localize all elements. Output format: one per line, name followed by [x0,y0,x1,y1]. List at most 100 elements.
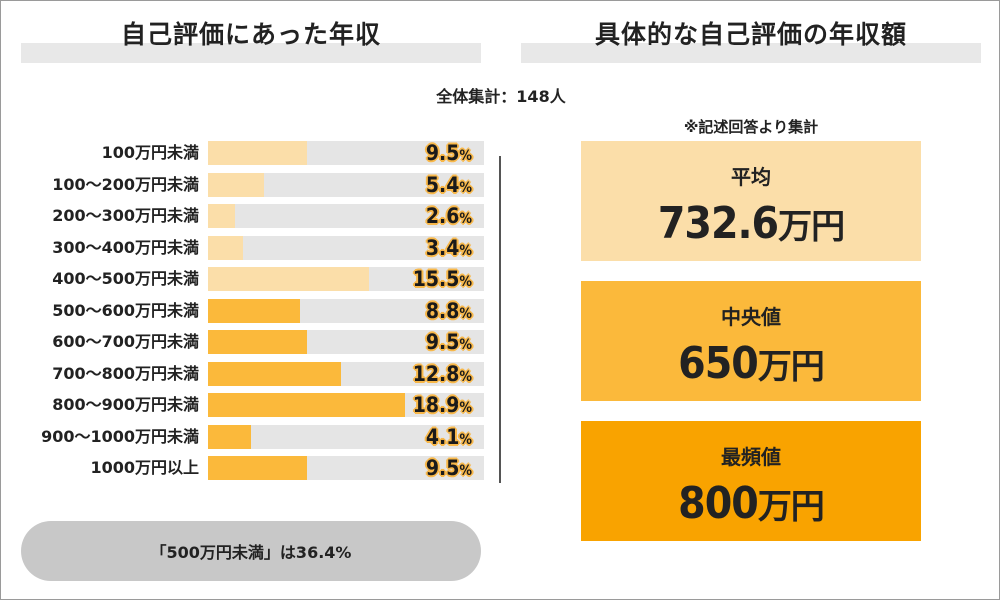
mode-stat-box: 最頻値 800万円 [581,421,921,541]
mean-stat-box: 平均 732.6万円 [581,141,921,261]
bar [208,235,244,260]
value-unit: % [459,337,472,353]
summary-text: 「500万円未満」は36.4% [150,543,352,562]
mean-value: 732.6万円 [657,198,845,249]
mode-unit: 万円 [757,487,825,527]
value-unit: % [459,400,472,416]
value-label: 12.8% [413,361,472,387]
value-label: 9.5% [426,329,472,355]
value-number: 5.4 [425,172,460,197]
chart-row: 700～800万円未満 12.8% [1,361,501,387]
value-unit: % [459,148,472,164]
chart-row: 500～600万円未満 8.8% [1,298,501,324]
value-label: 18.9% [413,392,472,418]
summary-pill: 「500万円未満」は36.4% [21,521,481,581]
bar-track: 9.5% [208,456,484,480]
value-unit: % [459,179,472,196]
value-number: 4.1 [425,424,460,449]
chart-row: 200～300万円未満 2.6% [1,204,501,228]
value-label: 15.5% [413,266,472,292]
category-label: 1000万円以上 [90,458,199,477]
chart-row: 900～1000万円未満 4.1% [1,424,501,450]
value-number: 3.4 [425,235,460,260]
chart-row: 400～500万円未満 15.5% [1,267,501,291]
category-label: 800～900万円未満 [52,395,199,414]
bar [208,267,370,291]
mean-number: 732.6 [657,198,779,249]
value-unit: % [459,368,472,385]
income-bar-chart: 100万円未満 9.5% 100～200万円未満 5.4% 200～300万円未満 2.6… [1,139,501,489]
value-number: 8.8 [425,298,460,323]
category-label: 900～1000万円未満 [41,426,199,446]
category-label: 200～300万円未満 [52,206,199,225]
bar [208,141,307,165]
category-label: 100～200万円未満 [52,174,199,194]
median-number: 650 [678,338,759,389]
left-section-title: 自己評価にあった年収 [21,15,481,63]
chart-row: 300～400万円未満 3.4% [1,235,501,261]
bar [208,393,405,417]
median-value: 650万円 [678,338,825,389]
bar-track: 9.5% [208,141,484,165]
value-number: 12.8 [412,361,460,386]
bar [208,330,307,354]
median-unit: 万円 [757,347,825,387]
value-label: 4.1% [426,424,472,450]
value-number: 18.9 [412,393,460,417]
mode-number: 800 [678,478,759,529]
value-number: 2.6 [425,204,460,228]
median-label: 中央値 [721,305,781,329]
chart-row: 1000万円以上 9.5% [1,456,501,480]
value-number: 9.5 [425,330,460,354]
chart-row: 100万円未満 9.5% [1,141,501,165]
value-label: 8.8% [426,298,472,324]
mode-value: 800万円 [678,478,825,529]
bar [208,424,251,449]
category-label: 600～700万円未満 [52,332,199,351]
bar-track: 15.5% [208,267,484,291]
chart-divider [499,156,501,483]
category-label: 100万円未満 [101,143,199,162]
mean-label: 平均 [731,165,771,189]
median-stat-box: 中央値 650万円 [581,281,921,401]
chart-row: 600～700万円未満 9.5% [1,330,501,354]
right-title-text: 具体的な自己評価の年収額 [594,20,907,49]
chart-row: 100～200万円未満 5.4% [1,172,501,198]
category-label: 300～400万円未満 [52,237,199,257]
aggregation-note: ※記述回答より集計 [683,118,819,136]
bar-track: 9.5% [208,330,484,354]
value-unit: % [459,463,472,479]
value-label: 9.5% [426,140,472,166]
category-label: 700～800万円未満 [52,363,199,383]
chart-row: 800～900万円未満 18.9% [1,393,501,417]
bar-track: 5.4% [208,172,484,198]
value-unit: % [459,305,472,322]
bar-track: 8.8% [208,298,484,324]
bar-track: 4.1% [208,424,484,450]
left-title-band [21,43,481,63]
category-label: 500～600万円未満 [52,300,199,320]
value-label: 3.4% [426,235,472,261]
bar [208,172,265,197]
value-unit: % [459,211,472,227]
right-title-band [521,43,981,63]
value-unit: % [459,431,472,448]
bar [208,204,236,228]
value-number: 9.5 [425,456,460,480]
bar-track: 2.6% [208,204,484,228]
left-title-text: 自己評価にあった年収 [120,20,381,49]
bar [208,361,342,386]
mean-unit: 万円 [778,207,845,247]
value-label: 9.5% [426,455,472,481]
mode-label: 最頻値 [721,445,781,469]
value-unit: % [459,274,472,290]
value-unit: % [459,242,472,259]
bar [208,298,300,323]
right-section-title: 具体的な自己評価の年収額 [521,15,981,63]
value-number: 9.5 [425,141,460,165]
total-respondents: 全体集計：148人 [436,87,566,106]
value-label: 2.6% [426,203,472,229]
value-label: 5.4% [426,172,472,198]
category-label: 400～500万円未満 [52,269,199,288]
